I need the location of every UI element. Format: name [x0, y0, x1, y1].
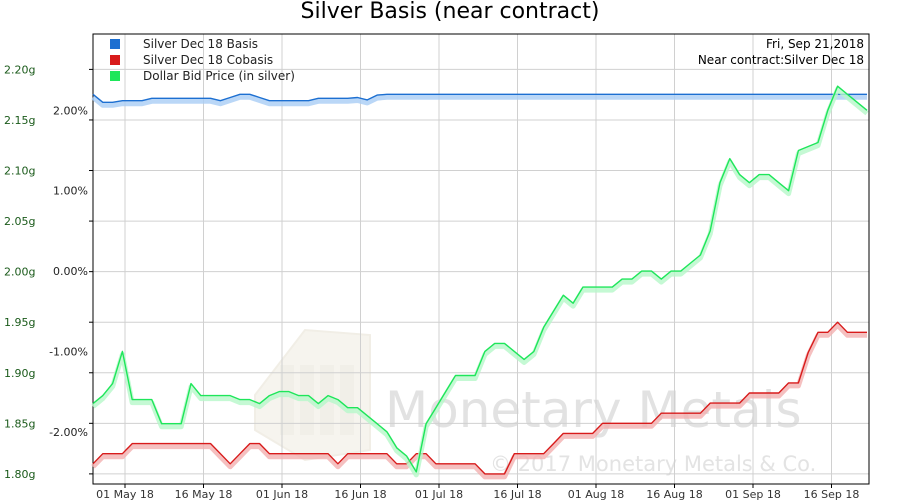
y-right-tick-label: 0.00%: [53, 265, 88, 278]
y-left-tick-label: 2.05g: [4, 215, 35, 228]
series-line: [92, 93, 867, 104]
y-left-tick-label: 1.80g: [4, 468, 35, 481]
y-right-tick-label: 2.00%: [53, 104, 88, 117]
legend-label-basis: Silver Dec 18 Basis: [143, 37, 258, 51]
x-tick-label: 01 May 18: [96, 488, 154, 500]
y-axis-right: -2.00% -1.00% 0.00% 1.00% 2.00%: [49, 104, 88, 438]
x-tick-label: 16 Sep 18: [804, 488, 860, 500]
series-0: [91, 93, 867, 108]
chart-title: Silver Basis (near contract): [301, 0, 600, 24]
series-line-glow: [91, 94, 867, 108]
x-axis: 01 May 18 16 May 18 01 Jun 18 16 Jun 18 01 J…: [96, 484, 859, 500]
y-left-tick-label: 2.10g: [4, 165, 35, 178]
x-tick-label: 01 Jun 18: [256, 488, 308, 500]
legend-label-cobasis: Silver Dec 18 Cobasis: [143, 53, 273, 67]
series-line-glow: [91, 322, 867, 480]
x-tick-label: 16 Jul 18: [493, 488, 541, 500]
y-axis-left: 1.80g 1.85g 1.90g 1.95g 2.00g 2.05g 2.10g 2.15g…: [4, 63, 93, 481]
legend-swatch-dollar: [110, 71, 120, 81]
x-tick-label: 01 Aug 18: [568, 488, 624, 500]
legend-label-dollar: Dollar Bid Price (in silver): [143, 69, 295, 83]
series-2: [91, 85, 869, 478]
x-tick-label: 16 Aug 18: [646, 488, 702, 500]
x-tick-label: 16 Jun 18: [334, 488, 386, 500]
y-right-tick-label: 1.00%: [53, 185, 88, 198]
series-layer: [91, 85, 869, 480]
legend-swatch-basis: [110, 39, 120, 49]
x-tick-label: 01 Jul 18: [415, 488, 463, 500]
series-line: [92, 85, 868, 473]
series-line: [92, 321, 867, 475]
y-left-tick-label: 2.15g: [4, 114, 35, 127]
x-tick-label: 16 May 18: [175, 488, 233, 500]
info-box: Fri, Sep 21,2018 Near contract:Silver De…: [698, 37, 864, 67]
x-tick-label: 01 Sep 18: [725, 488, 781, 500]
y-left-tick-label: 1.95g: [4, 316, 35, 329]
y-left-tick-label: 2.20g: [4, 63, 35, 76]
series-1: [91, 321, 867, 480]
legend: Silver Dec 18 Basis Silver Dec 18 Cobasi…: [110, 37, 295, 83]
y-left-tick-label: 1.85g: [4, 417, 35, 430]
y-right-tick-label: -2.00%: [49, 426, 88, 439]
info-contract: Near contract:Silver Dec 18: [698, 53, 864, 67]
info-date: Fri, Sep 21,2018: [766, 37, 864, 51]
watermark-text: Monetary Metals: [385, 381, 802, 439]
series-line-glow: [91, 86, 869, 478]
legend-swatch-cobasis: [110, 55, 120, 65]
plot-frame: [92, 33, 870, 485]
y-right-tick-label: -1.00%: [49, 345, 88, 358]
y-left-tick-label: 1.90g: [4, 367, 35, 380]
y-left-tick-label: 2.00g: [4, 266, 35, 279]
